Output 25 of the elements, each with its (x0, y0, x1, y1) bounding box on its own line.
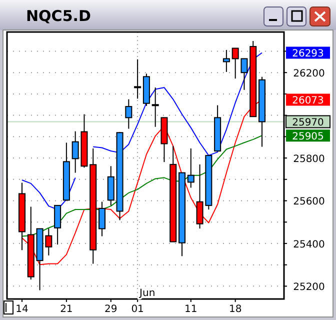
ref-line-label: 25970 (292, 118, 324, 129)
y-tick-label: 26200 (293, 68, 325, 80)
x-tick-label: 29 (104, 304, 118, 315)
text: 26073 (292, 96, 324, 107)
candlestick (107, 166, 114, 206)
candlestick (134, 58, 142, 100)
x-tick-label: 01 (131, 304, 144, 315)
candlestick (125, 98, 132, 130)
x-tick-label: 11 (184, 304, 198, 315)
x-tick-label: 21 (60, 304, 73, 315)
candlestick (187, 148, 194, 188)
x-tick-label: 18 (228, 304, 242, 315)
y-tick-label: 25400 (293, 239, 325, 250)
chart-title: NQC5.D (26, 7, 91, 25)
candlestick (152, 87, 159, 128)
y-tick-label: 25600 (293, 196, 325, 208)
text: 26293 (292, 48, 324, 60)
annotation: Jun (138, 288, 156, 299)
candlestick (54, 204, 62, 246)
y-tick-label: 25200 (293, 282, 325, 294)
candlestick (222, 49, 230, 72)
x-tick-label: 14 (16, 304, 28, 315)
candlestick (98, 201, 106, 237)
y-tick-label: 25800 (293, 154, 325, 166)
text: 25905 (292, 132, 324, 143)
